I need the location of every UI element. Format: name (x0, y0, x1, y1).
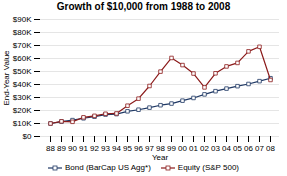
svg-text:End-Year Value: End-Year Value (2, 50, 11, 106)
svg-text:96: 96 (134, 144, 143, 153)
svg-text:95: 95 (123, 144, 132, 153)
svg-text:$0: $0 (23, 132, 32, 141)
svg-text:00: 00 (178, 144, 187, 153)
svg-text:08: 08 (266, 144, 275, 153)
svg-text:$80K: $80K (13, 28, 32, 37)
svg-text:$10K: $10K (13, 119, 32, 128)
svg-text:90: 90 (68, 144, 77, 153)
svg-text:05: 05 (233, 144, 242, 153)
svg-text:94: 94 (112, 144, 121, 153)
svg-text:$50K: $50K (13, 67, 32, 76)
svg-text:Year: Year (152, 153, 169, 162)
html-text:Equity (S&P 500): Equity (S&P 500) (177, 163, 239, 172)
svg-text:04: 04 (222, 144, 231, 153)
svg-text:91: 91 (79, 144, 88, 153)
svg-text:99: 99 (167, 144, 176, 153)
svg-text:01: 01 (189, 144, 198, 153)
svg-text:89: 89 (57, 144, 66, 153)
svg-text:02: 02 (200, 144, 209, 153)
svg-text:03: 03 (211, 144, 220, 153)
html-text:97 98: 97 98 (145, 144, 165, 154)
svg-text:88: 88 (46, 144, 55, 153)
svg-text:$30K: $30K (13, 93, 32, 102)
svg-text:$20K: $20K (13, 106, 32, 115)
html-text:Bond (BarCap US Agg*): Bond (BarCap US Agg*) (65, 163, 151, 172)
svg-text:$90K: $90K (13, 15, 32, 24)
html-text:Growth of $10,000 from 1988 to: Growth of $10,000 from 1988 to 2008 (56, 1, 231, 12)
svg-text:93: 93 (101, 144, 110, 153)
svg-text:$70K: $70K (13, 41, 32, 50)
svg-text:92: 92 (90, 144, 99, 153)
svg-text:$40K: $40K (13, 80, 32, 89)
svg-text:07: 07 (255, 144, 264, 153)
svg-text:$60K: $60K (13, 54, 32, 63)
svg-text:06: 06 (244, 144, 253, 153)
